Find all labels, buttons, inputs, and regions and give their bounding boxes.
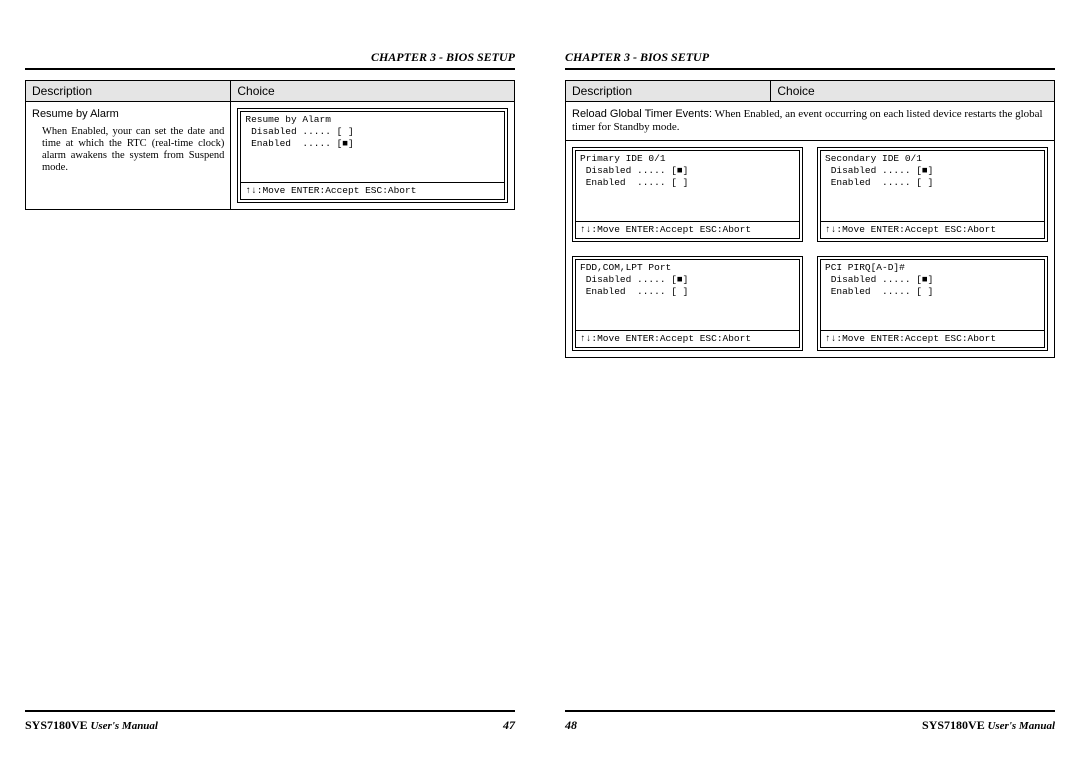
page-left: CHAPTER 3 - BIOS SETUP Description Choic…: [0, 0, 540, 763]
col-description-header: Description: [566, 81, 771, 102]
chapter-header-left: CHAPTER 3 - BIOS SETUP: [25, 50, 515, 70]
col-choice-header: Choice: [231, 81, 515, 102]
page-number-left: 47: [503, 718, 515, 733]
bios-grid: Primary IDE 0/1 Disabled ..... [■] Enabl…: [572, 147, 1048, 351]
cell-choice: Resume by Alarm Disabled ..... [ ] Enabl…: [231, 102, 515, 210]
global-timer-label: Reload Global Timer Events:: [572, 108, 712, 120]
cell-description: Resume by Alarm When Enabled, your can s…: [26, 102, 231, 210]
footer-left: SYS7180VE User's Manual 47: [25, 710, 515, 733]
manual-suffix-text: User's Manual: [88, 720, 158, 732]
resume-by-alarm-body: When Enabled, your can set the date and …: [32, 126, 224, 174]
manual-name-right: SYS7180VE User's Manual: [922, 718, 1055, 733]
table-row: Primary IDE 0/1 Disabled ..... [■] Enabl…: [566, 141, 1055, 358]
chapter-header-right: CHAPTER 3 - BIOS SETUP: [565, 50, 1055, 70]
content-left: Description Choice Resume by Alarm When …: [25, 80, 515, 710]
footer-right: 48 SYS7180VE User's Manual: [565, 710, 1055, 733]
manual-name-text: SYS7180VE: [25, 718, 88, 732]
global-timer-intro-cell: Reload Global Timer Events: When Enabled…: [566, 102, 1055, 141]
manual-name-text: SYS7180VE: [922, 718, 985, 732]
table-header-row: Description Choice: [566, 81, 1055, 102]
bios-box-primary-ide: Primary IDE 0/1 Disabled ..... [■] Enabl…: [572, 147, 803, 242]
resume-by-alarm-title: Resume by Alarm: [32, 108, 224, 120]
col-description-header: Description: [26, 81, 231, 102]
col-choice-header: Choice: [771, 81, 1055, 102]
page-number-right: 48: [565, 718, 577, 733]
table-row: Resume by Alarm When Enabled, your can s…: [26, 102, 515, 210]
manual-name-left: SYS7180VE User's Manual: [25, 718, 158, 733]
content-right: Description Choice Reload Global Timer E…: [565, 80, 1055, 710]
bios-box-resume: Resume by Alarm Disabled ..... [ ] Enabl…: [237, 108, 508, 203]
page-right: CHAPTER 3 - BIOS SETUP Description Choic…: [540, 0, 1080, 763]
global-timer-choice-cell: Primary IDE 0/1 Disabled ..... [■] Enabl…: [566, 141, 1055, 358]
bios-box-secondary-ide: Secondary IDE 0/1 Disabled ..... [■] Ena…: [817, 147, 1048, 242]
table-header-row: Description Choice: [26, 81, 515, 102]
bios-box-fdd-com-lpt: FDD,COM,LPT Port Disabled ..... [■] Enab…: [572, 256, 803, 351]
table-left: Description Choice Resume by Alarm When …: [25, 80, 515, 210]
global-timer-intro: Reload Global Timer Events: When Enabled…: [572, 108, 1043, 133]
table-row: Reload Global Timer Events: When Enabled…: [566, 102, 1055, 141]
manual-suffix-text: User's Manual: [985, 720, 1055, 732]
table-right: Description Choice Reload Global Timer E…: [565, 80, 1055, 358]
bios-box-pci-pirq: PCI PIRQ[A-D]# Disabled ..... [■] Enable…: [817, 256, 1048, 351]
